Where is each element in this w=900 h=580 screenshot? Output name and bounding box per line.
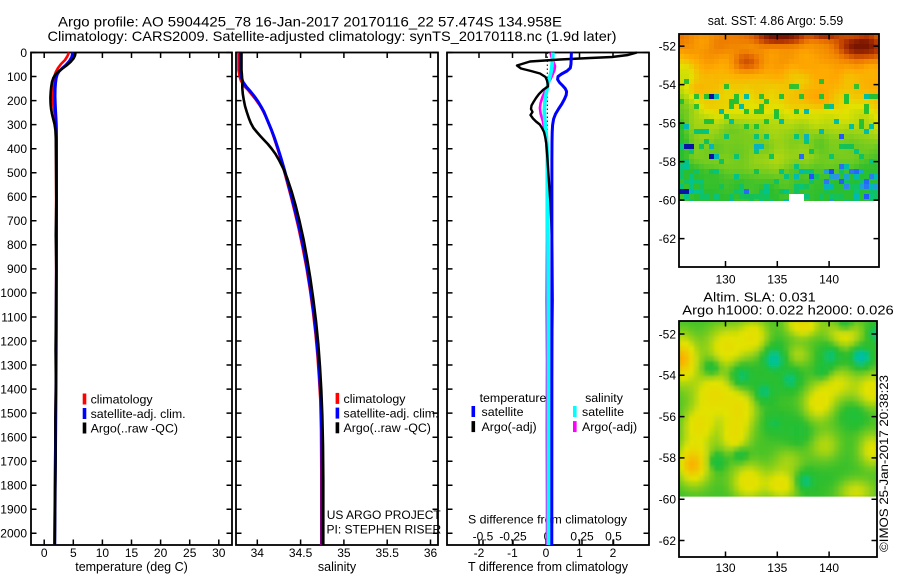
svg-text:0.5: 0.5 [605,530,622,544]
svg-text:-58: -58 [659,155,677,169]
svg-text:34: 34 [251,546,265,560]
svg-text:Argo(..raw -QC): Argo(..raw -QC) [91,421,178,435]
svg-text:Argo(..raw -QC): Argo(..raw -QC) [344,421,431,435]
svg-text:-60: -60 [659,493,677,507]
svg-text:-56: -56 [659,410,677,424]
svg-text:-56: -56 [659,116,677,130]
svg-text:satellite: satellite [582,405,624,419]
svg-text:Altim. SLA: 0.031: Altim. SLA: 0.031 [703,290,816,305]
svg-text:700: 700 [7,214,27,228]
svg-text:25: 25 [183,546,197,560]
svg-text:130: 130 [715,561,735,575]
svg-text:-1: -1 [507,546,518,560]
svg-text:Argo(-adj): Argo(-adj) [582,420,637,434]
svg-text:5: 5 [70,546,77,560]
svg-text:-58: -58 [659,451,677,465]
svg-text:1700: 1700 [0,455,27,469]
svg-text:34.5: 34.5 [289,546,313,560]
svg-text:1900: 1900 [0,503,27,517]
svg-text:500: 500 [7,166,27,180]
svg-text:sat. SST: 4.86 Argo: 5.59: sat. SST: 4.86 Argo: 5.59 [708,13,843,28]
svg-text:0.25: 0.25 [570,530,594,544]
svg-text:140: 140 [819,273,839,287]
svg-text:1: 1 [576,546,583,560]
svg-text:15: 15 [125,546,139,560]
svg-text:temperature (deg C): temperature (deg C) [75,560,188,574]
svg-text:Climatology: CARS2009. Satelli: Climatology: CARS2009. Satellite-adjuste… [48,28,617,44]
svg-text:satellite: satellite [482,405,524,419]
svg-text:900: 900 [7,262,27,276]
svg-text:800: 800 [7,238,27,252]
svg-text:130: 130 [715,273,735,287]
svg-text:1400: 1400 [0,382,27,396]
svg-text:35.5: 35.5 [376,546,400,560]
svg-text:-52: -52 [659,327,677,341]
svg-text:35: 35 [337,546,351,560]
svg-text:climatology: climatology [91,392,154,406]
svg-text:-2: -2 [474,546,485,560]
svg-text:PI: STEPHEN RISER: PI: STEPHEN RISER [327,522,442,536]
svg-text:400: 400 [7,142,27,156]
svg-text:-54: -54 [659,78,677,92]
svg-text:-0.5: -0.5 [473,530,494,544]
svg-text:1100: 1100 [1,310,27,324]
svg-text:1000: 1000 [0,286,27,300]
svg-text:135: 135 [767,273,787,287]
svg-text:salinity: salinity [585,391,624,405]
svg-text:100: 100 [7,70,27,84]
svg-text:satellite-adj. clim.: satellite-adj. clim. [91,407,186,421]
svg-text:0: 0 [41,546,48,560]
svg-text:1600: 1600 [0,431,27,445]
svg-text:2000: 2000 [0,527,27,541]
svg-text:Argo(-adj): Argo(-adj) [482,420,537,434]
svg-text:climatology: climatology [344,392,407,406]
svg-text:140: 140 [819,561,839,575]
svg-text:-52: -52 [659,39,677,53]
svg-text:1300: 1300 [0,358,27,372]
svg-text:salinity: salinity [318,560,357,574]
svg-text:US ARGO PROJECT: US ARGO PROJECT [327,508,442,522]
svg-text:135: 135 [767,561,787,575]
svg-text:0: 0 [543,546,550,560]
svg-text:200: 200 [7,94,27,108]
svg-text:temperature: temperature [480,391,547,405]
svg-text:300: 300 [7,118,27,132]
svg-text:600: 600 [7,190,27,204]
svg-text:Argo h1000: 0.022 h2000: 0.026: Argo h1000: 0.022 h2000: 0.026 [682,303,894,318]
svg-text:2: 2 [610,546,617,560]
svg-text:-54: -54 [659,369,677,383]
svg-text:-62: -62 [659,534,677,548]
svg-text:T difference from climatology: T difference from climatology [468,560,629,574]
svg-text:30: 30 [212,546,226,560]
svg-text:satellite-adj. clim.: satellite-adj. clim. [344,407,439,421]
svg-text:1500: 1500 [0,406,27,420]
svg-text:1800: 1800 [0,479,27,493]
svg-text:0: 0 [20,46,27,60]
svg-text:-62: -62 [659,232,677,246]
svg-text:10: 10 [96,546,110,560]
svg-text:-0.25: -0.25 [499,530,527,544]
svg-text:1200: 1200 [0,334,27,348]
svg-text:20: 20 [154,546,168,560]
svg-text:-60: -60 [659,193,677,207]
svg-text:©IMOS 25-Jan-2017 20:38:23: ©IMOS 25-Jan-2017 20:38:23 [877,375,891,552]
svg-text:Argo profile: AO 5904425_78 16: Argo profile: AO 5904425_78 16-Jan-2017 … [58,13,562,29]
svg-text:36: 36 [424,546,438,560]
